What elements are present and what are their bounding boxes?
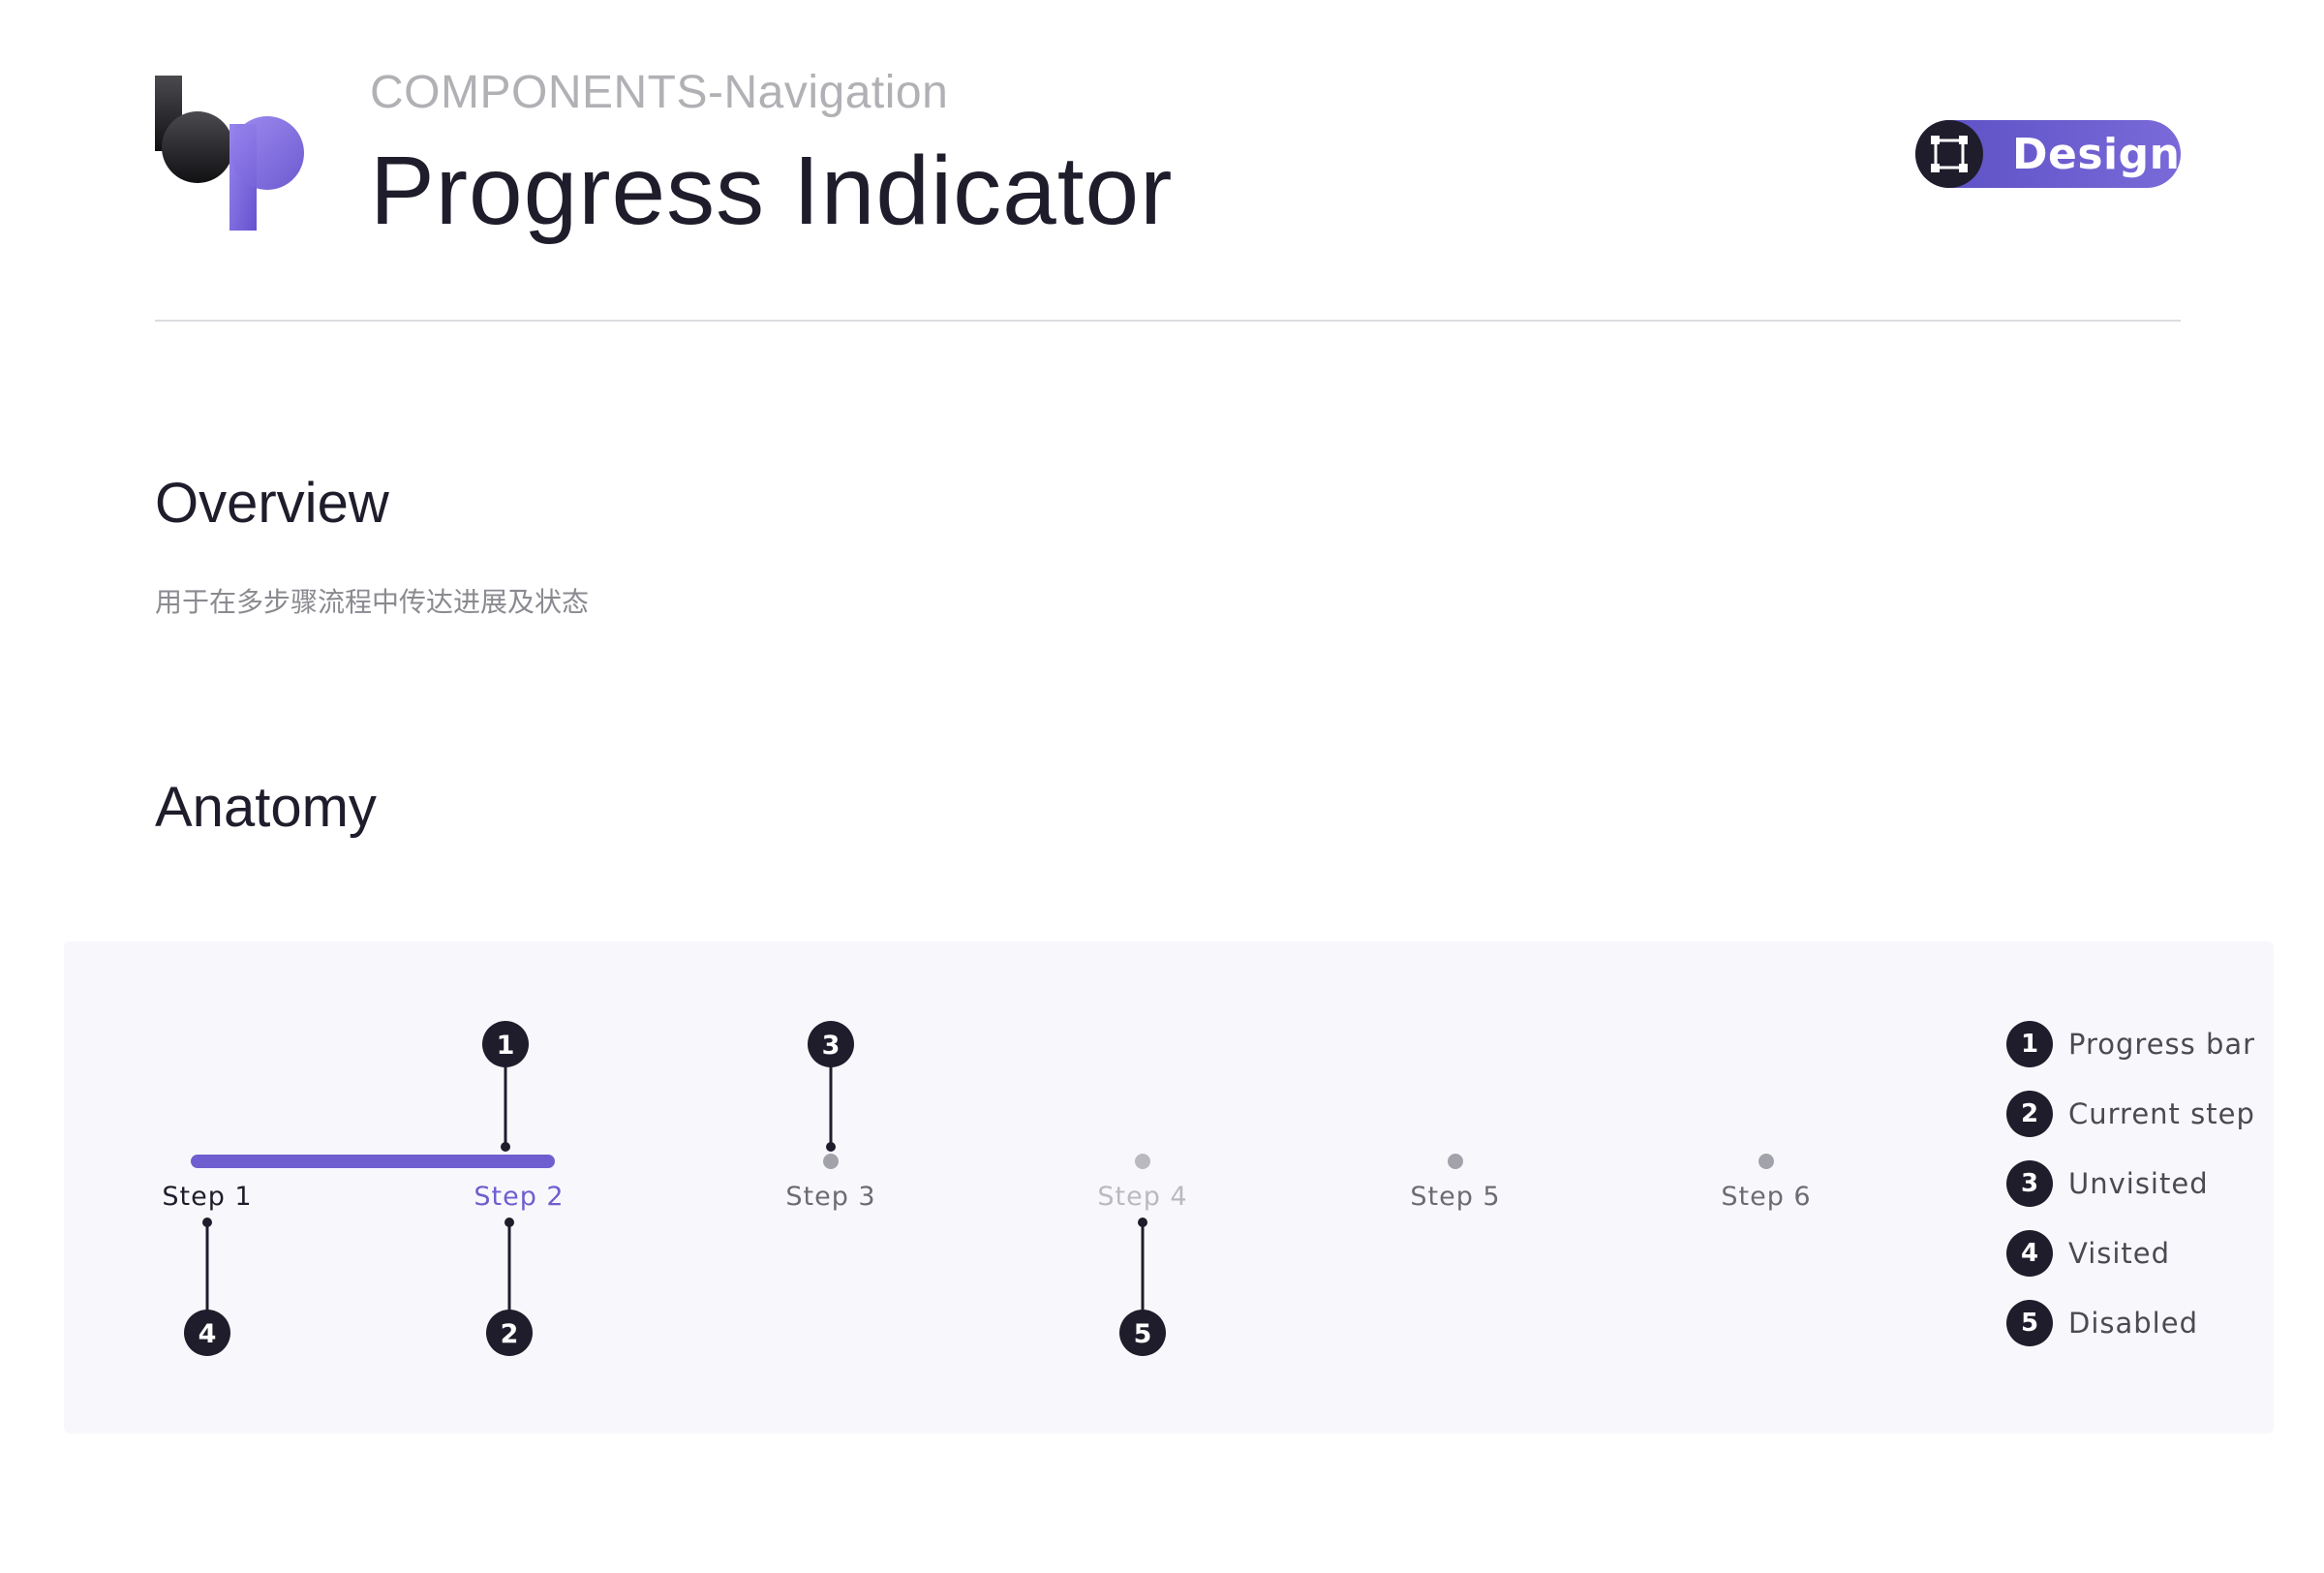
- legend-item: 3 Unvisited: [2006, 1160, 2255, 1207]
- callout-badge: [486, 1310, 533, 1356]
- anatomy-diagram: 1 2 3 4 5: [184, 1021, 1774, 1356]
- overview-description: 用于在多步骤流程中传达进展及状态: [155, 586, 590, 618]
- callout-anchor: [202, 1218, 212, 1227]
- design-badge[interactable]: Design: [1915, 120, 2181, 188]
- legend-item: 1 Progress bar: [2006, 1021, 2255, 1067]
- step-label[interactable]: Step 1: [162, 1182, 253, 1212]
- legend-item: 4 Visited: [2006, 1230, 2255, 1277]
- callout-anchor: [826, 1142, 836, 1152]
- step-label[interactable]: Step 2: [474, 1182, 565, 1212]
- header-divider: [155, 320, 2181, 322]
- legend-label: Disabled: [2068, 1307, 2198, 1340]
- callout-badge: [1119, 1310, 1166, 1356]
- callout-number: 4: [199, 1319, 217, 1349]
- legend-number: 5: [2006, 1300, 2053, 1346]
- legend-item: 2 Current step: [2006, 1091, 2255, 1137]
- bp-logo: [155, 76, 310, 231]
- legend-label: Progress bar: [2068, 1028, 2256, 1061]
- callout-badge: [808, 1021, 854, 1067]
- legend-label: Visited: [2068, 1237, 2171, 1270]
- step-label[interactable]: Step 5: [1410, 1182, 1501, 1212]
- anatomy-legend: 1 Progress bar 2 Current step 3 Unvisite…: [2006, 1021, 2255, 1370]
- legend-label: Unvisited: [2068, 1167, 2209, 1200]
- page-title: Progress Indicator: [370, 137, 1174, 245]
- step-label[interactable]: Step 6: [1721, 1182, 1812, 1212]
- step-dot: [823, 1154, 839, 1169]
- step-dot: [1448, 1154, 1463, 1169]
- anatomy-title: Anatomy: [155, 776, 377, 839]
- step-dot: [1758, 1154, 1774, 1169]
- callout-number: 3: [822, 1031, 841, 1061]
- legend-item: 5 Disabled: [2006, 1300, 2255, 1346]
- anatomy-panel: 1 2 3 4 5 Step 1 Step 2 Step 3 Step 4 Step 5 Step…: [64, 941, 2274, 1434]
- callout-anchor: [501, 1142, 510, 1152]
- callout-number: 5: [1134, 1319, 1152, 1349]
- callout-badge: [482, 1021, 529, 1067]
- overview-title: Overview: [155, 472, 389, 535]
- callout-badge: [184, 1310, 230, 1356]
- callout-number: 2: [501, 1319, 519, 1349]
- step-dot: [1135, 1154, 1150, 1169]
- legend-number: 1: [2006, 1021, 2053, 1067]
- callout-number: 1: [497, 1031, 515, 1061]
- step-label[interactable]: Step 3: [785, 1182, 876, 1212]
- step-label[interactable]: Step 4: [1097, 1182, 1188, 1212]
- legend-number: 2: [2006, 1091, 2053, 1137]
- legend-label: Current step: [2068, 1097, 2255, 1130]
- frame-icon: [1915, 120, 1983, 188]
- callout-anchor: [1138, 1218, 1147, 1227]
- legend-number: 4: [2006, 1230, 2053, 1277]
- callout-anchor: [505, 1218, 514, 1227]
- page-eyebrow: COMPONENTS-Navigation: [370, 67, 949, 118]
- design-badge-label: Design: [2012, 129, 2181, 179]
- legend-number: 3: [2006, 1160, 2053, 1207]
